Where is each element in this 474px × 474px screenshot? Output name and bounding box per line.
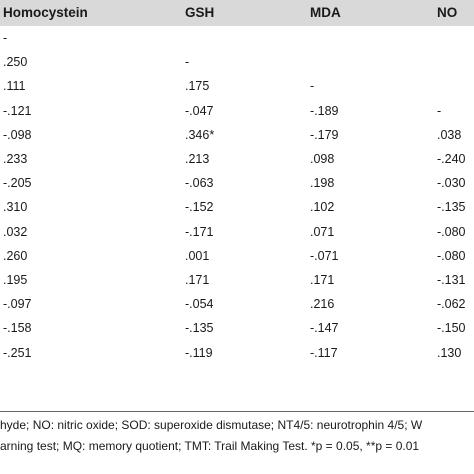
table-row: -.158 -.135 -.147 -.150 [0,316,474,340]
table-row: -.098 .346* -.179 .038 [0,123,474,147]
table-cell: .175 [185,79,210,94]
table-cell: -.063 [185,176,214,191]
table-cell: .260 [3,248,28,263]
table-cell: .130 [437,345,462,360]
table-cell: .071 [310,224,335,239]
column-header-mda: MDA [310,5,341,20]
table-cell: -.030 [437,176,466,191]
table-row: .250 - [0,50,474,74]
table-row: .310 -.152 .102 -.135 [0,195,474,219]
table-cell: .250 [3,55,28,70]
table-cell: -.189 [310,103,339,118]
table-cell: .346* [185,127,215,142]
table-cell: -.152 [185,200,214,215]
table-row: -.121 -.047 -.189 - [0,99,474,123]
table-cell: - [3,31,8,45]
table-cell: .195 [3,273,28,287]
table-cell: .171 [185,273,210,287]
table-cell: .198 [310,176,335,191]
table-cell: -.135 [437,200,466,215]
table-cell: -.158 [3,321,32,336]
table-cell: -.240 [437,152,466,166]
table-header: Homocystein GSH MDA NO [0,0,474,26]
table-cell: - [185,55,190,70]
table-cell: -.117 [310,345,338,360]
table-cell: .038 [437,127,462,142]
table-cell: -.071 [310,248,339,263]
table-cell: .001 [185,248,210,263]
table-cell: -.121 [3,103,32,118]
table-cell: .102 [310,200,335,215]
table-cell: .111 [3,79,26,94]
table-cell: -.080 [437,248,466,263]
table-cell: .098 [310,152,335,166]
column-header-gsh: GSH [185,5,215,20]
table-cell: -.147 [310,321,339,336]
table-cell: -.062 [437,297,466,312]
table-cell: -.171 [185,224,214,239]
table-cell: -.047 [185,103,214,118]
table-cell: -.119 [185,345,213,360]
table-cell: -.097 [3,297,32,312]
table-row: .233 .213 .098 -.240 [0,147,474,171]
table-row: .032 -.171 .071 -.080 [0,220,474,244]
table-cell: -.080 [437,224,466,239]
table-row: .195 .171 .171 -.131 [0,268,474,292]
table-cell: -.098 [3,127,32,142]
table-cell: .310 [3,200,28,215]
table-cell: - [437,103,442,118]
column-header-homocystein: Homocystein [3,5,88,20]
table-cell: -.150 [437,321,466,336]
table-cell: .171 [310,273,335,287]
table-cell: -.135 [185,321,214,336]
table-cell: .216 [310,297,335,312]
table-cell: -.205 [3,176,32,191]
table-cell: .213 [185,152,210,166]
column-header-no: NO [437,5,458,20]
table-row: -.205 -.063 .198 -.030 [0,171,474,195]
table-cell: .032 [3,224,28,239]
table-row: .260 .001 -.071 -.080 [0,244,474,268]
table-cell: -.054 [185,297,214,312]
table-row: .111 .175 - [0,74,474,98]
footnote-line-1: hyde; NO: nitric oxide; SOD: superoxide … [0,418,423,432]
table-cell: .233 [3,152,28,166]
footnote-line-2: arning test; MQ: memory quotient; TMT: T… [0,439,420,453]
table-row: -.251 -.119 -.117 .130 [0,341,474,365]
table-cell: - [310,79,315,94]
table-cell: -.251 [3,345,32,360]
table-row: -.097 -.054 .216 -.062 [0,292,474,316]
table-cell: -.131 [437,273,466,287]
table-bottom-rule [0,411,474,412]
table-cell: -.179 [310,127,339,142]
table-row: - [0,26,474,50]
